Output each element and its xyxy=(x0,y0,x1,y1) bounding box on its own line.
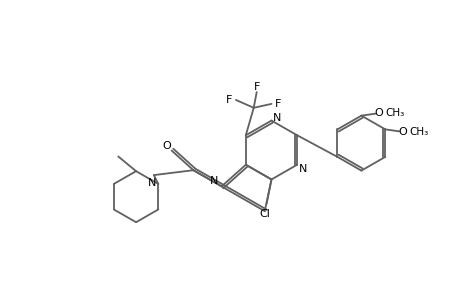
Text: F: F xyxy=(274,99,281,109)
Text: F: F xyxy=(225,95,232,105)
Text: O: O xyxy=(374,108,383,118)
Text: N: N xyxy=(147,178,156,188)
Text: Cl: Cl xyxy=(258,209,269,219)
Text: N: N xyxy=(298,164,307,174)
Text: CH₃: CH₃ xyxy=(385,108,404,118)
Text: O: O xyxy=(398,127,407,137)
Text: CH₃: CH₃ xyxy=(409,127,428,137)
Text: F: F xyxy=(253,82,259,92)
Text: O: O xyxy=(162,141,171,151)
Text: N: N xyxy=(273,112,281,123)
Text: N: N xyxy=(209,176,218,187)
